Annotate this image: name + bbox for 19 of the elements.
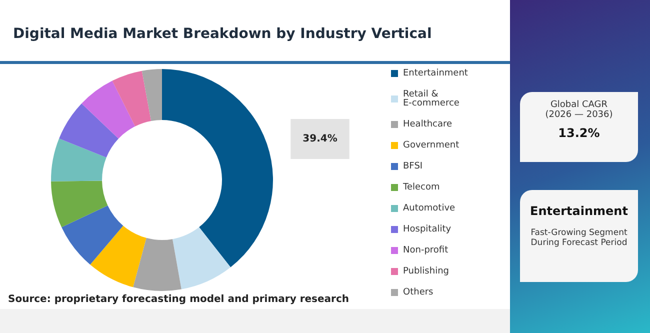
chart-title: Digital Media Market Breakdown by Industry Vertical [13, 26, 432, 42]
text: 13.2% [557, 126, 601, 140]
text: Global CAGR [549, 100, 609, 110]
legend-label: Telecom [402, 182, 440, 192]
text: Fast-Growing Segment During Forecast Period [530, 228, 628, 248]
text: Entertainment [529, 204, 629, 218]
source-note: Source: proprietary forecasting model and primary research [8, 294, 350, 305]
legend-label: BFSI [403, 162, 423, 172]
data-label: 39.4% [302, 134, 338, 144]
legend-label: Retail & E-commerce [403, 90, 460, 108]
legend-label: Hospitality [403, 224, 452, 234]
legend-label: Others [403, 288, 434, 298]
legend-label: Non-profit [403, 246, 449, 256]
legend-label: Entertainment [403, 68, 468, 78]
legend-label: Automotive [403, 204, 456, 214]
legend-label: Publishing [403, 266, 449, 276]
text: (2026 — 2036) [544, 110, 614, 120]
legend-label: Healthcare [403, 120, 453, 130]
legend-label: Government [403, 140, 460, 150]
